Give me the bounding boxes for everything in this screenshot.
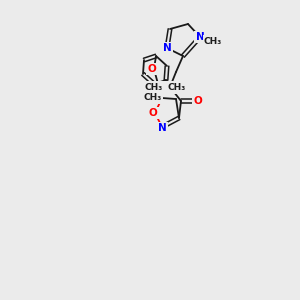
Text: O: O — [148, 108, 158, 118]
Text: O: O — [194, 96, 202, 106]
Text: CH₃: CH₃ — [145, 82, 163, 91]
Text: N: N — [166, 82, 174, 92]
Text: CH₃: CH₃ — [168, 83, 186, 92]
Text: N: N — [196, 32, 204, 42]
Text: N: N — [163, 43, 171, 53]
Text: O: O — [148, 64, 156, 74]
Text: CH₃: CH₃ — [204, 37, 222, 46]
Text: CH₃: CH₃ — [144, 94, 162, 103]
Text: N: N — [158, 123, 166, 133]
